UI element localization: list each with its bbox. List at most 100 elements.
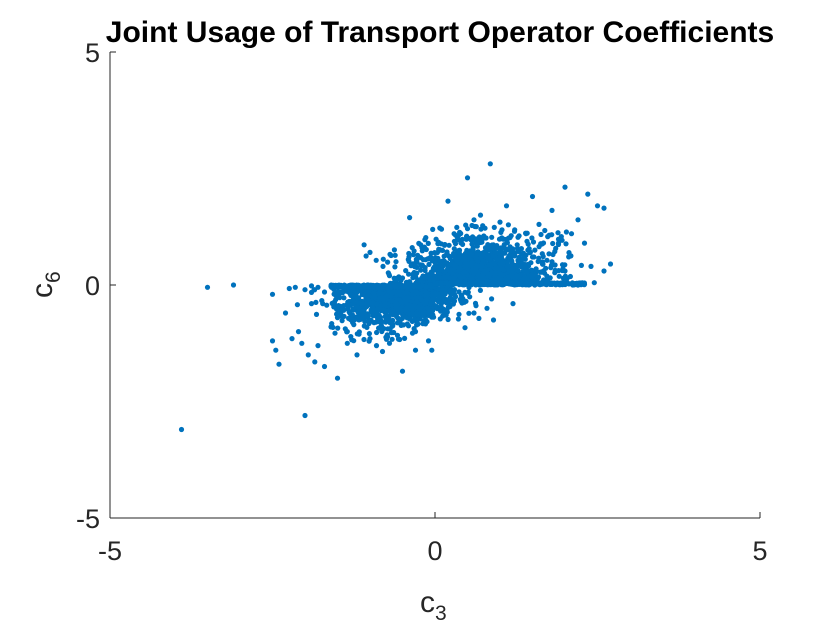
- data-point: [452, 251, 458, 257]
- data-point: [389, 336, 395, 342]
- data-point: [380, 263, 386, 269]
- data-point: [487, 262, 493, 268]
- data-point: [538, 231, 544, 238]
- data-point: [464, 175, 471, 181]
- data-point: [363, 253, 369, 259]
- data-point: [361, 336, 367, 343]
- data-point: [364, 324, 370, 330]
- data-point: [528, 267, 535, 273]
- data-point: [395, 336, 402, 342]
- data-point: [381, 307, 387, 313]
- data-point: [308, 289, 315, 295]
- data-point: [378, 303, 384, 309]
- data-point: [560, 266, 566, 272]
- data-point: [486, 273, 492, 279]
- data-point: [409, 310, 416, 316]
- data-point: [369, 283, 375, 289]
- data-point: [526, 246, 532, 252]
- data-point: [354, 283, 360, 289]
- data-point: [515, 267, 521, 274]
- data-point: [468, 236, 475, 243]
- data-point: [423, 297, 429, 303]
- data-point: [522, 262, 529, 268]
- data-point: [321, 363, 328, 370]
- data-point: [511, 282, 518, 288]
- data-point: [516, 254, 522, 260]
- data-point: [532, 247, 538, 253]
- data-point: [463, 222, 469, 228]
- data-point: [269, 291, 276, 297]
- data-point: [406, 271, 412, 277]
- data-point: [544, 257, 550, 263]
- data-point: [383, 293, 389, 299]
- data-point: [497, 260, 503, 266]
- data-point: [413, 256, 419, 262]
- data-point: [512, 227, 518, 233]
- data-point: [269, 338, 276, 344]
- data-point: [601, 205, 607, 211]
- data-point: [348, 334, 354, 340]
- data-point: [451, 275, 457, 281]
- data-point: [354, 352, 360, 358]
- data-point: [423, 289, 429, 295]
- data-point: [386, 271, 392, 277]
- data-point: [308, 301, 315, 307]
- data-point: [371, 290, 377, 296]
- data-point: [499, 245, 505, 251]
- data-point: [482, 225, 488, 231]
- data-point: [474, 281, 480, 287]
- data-point: [528, 260, 534, 266]
- data-point: [363, 314, 370, 320]
- data-point: [347, 302, 353, 308]
- data-point: [366, 331, 372, 337]
- data-point: [374, 317, 381, 324]
- data-point: [440, 259, 446, 265]
- data-point: [405, 295, 411, 301]
- data-point: [428, 283, 434, 289]
- data-point: [397, 292, 403, 298]
- data-point: [535, 258, 541, 265]
- data-point: [399, 315, 405, 321]
- data-point: [349, 312, 355, 318]
- data-point: [400, 322, 407, 328]
- data-point: [437, 316, 443, 322]
- data-point: [521, 276, 527, 282]
- data-point: [585, 191, 591, 197]
- x-tick-label: 0: [427, 536, 442, 566]
- data-point: [456, 311, 462, 317]
- data-point: [438, 281, 444, 287]
- data-point: [407, 215, 413, 221]
- data-point: [544, 273, 550, 279]
- x-tick-label: -5: [98, 536, 122, 566]
- data-point: [345, 306, 351, 312]
- data-point: [473, 255, 479, 261]
- data-point: [499, 281, 506, 287]
- data-point: [556, 273, 562, 279]
- data-point: [439, 294, 445, 300]
- data-point: [335, 325, 341, 331]
- data-point: [370, 313, 376, 319]
- data-point: [562, 184, 568, 190]
- data-point: [539, 241, 545, 247]
- data-point: [581, 240, 588, 246]
- data-point: [379, 328, 385, 335]
- data-point: [561, 280, 568, 286]
- data-point: [473, 268, 479, 274]
- chart-title: Joint Usage of Transport Operator Coeffi…: [106, 16, 774, 49]
- data-point: [335, 303, 342, 309]
- data-point: [575, 217, 581, 223]
- data-point: [529, 235, 535, 241]
- data-point: [294, 302, 300, 308]
- data-point: [441, 253, 447, 259]
- data-point: [453, 232, 459, 238]
- data-point: [489, 234, 495, 240]
- data-point: [429, 308, 435, 314]
- data-point: [433, 236, 439, 242]
- data-point: [491, 224, 497, 230]
- data-point: [385, 259, 391, 265]
- data-point: [356, 331, 362, 337]
- data-point: [415, 304, 421, 311]
- data-point: [204, 284, 211, 290]
- data-point: [393, 304, 399, 310]
